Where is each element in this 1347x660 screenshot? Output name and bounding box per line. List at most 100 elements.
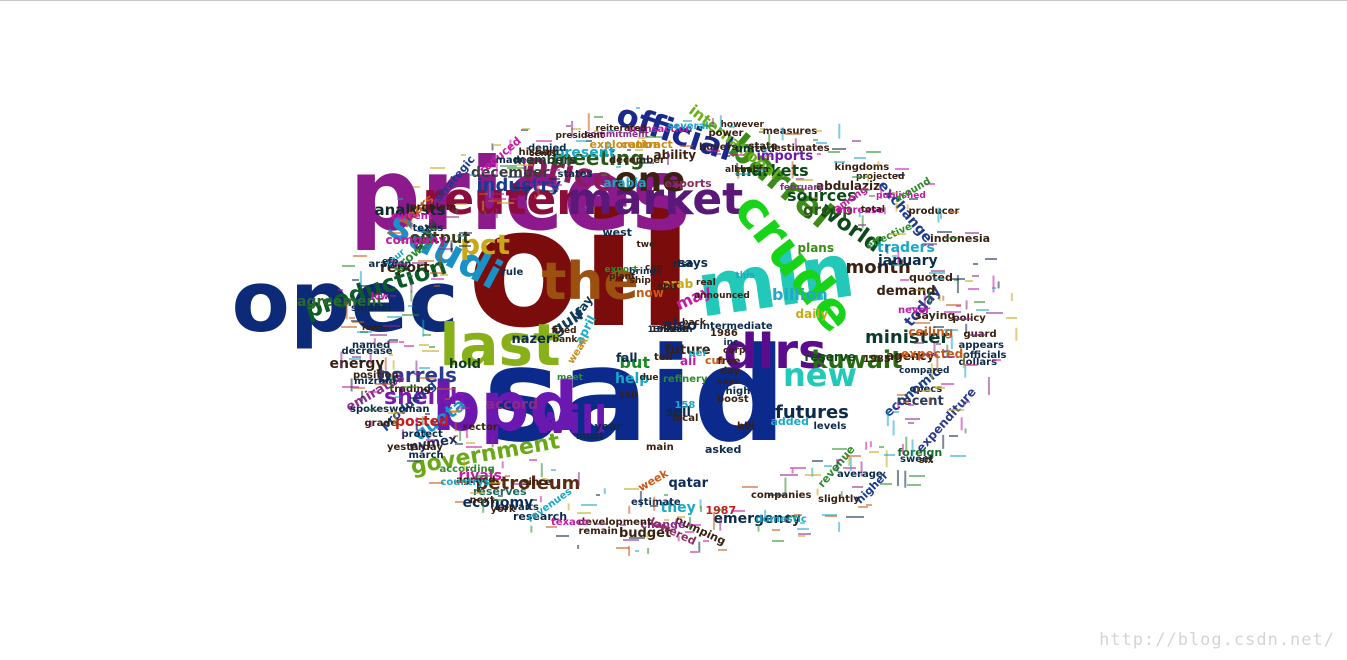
cloud-word: back: [682, 317, 706, 328]
micro-word-mark: [459, 429, 462, 442]
cloud-word: intermediate: [699, 321, 773, 332]
micro-word-mark: [399, 340, 405, 343]
micro-word-mark: [455, 208, 458, 214]
micro-word-mark: [620, 524, 627, 527]
micro-word-mark: [914, 321, 931, 324]
cloud-word: cents: [529, 148, 557, 159]
micro-word-mark: [495, 207, 498, 218]
micro-word-mark: [352, 355, 361, 358]
cloud-word: but: [619, 353, 651, 372]
cloud-word: transaction: [628, 124, 693, 135]
cloud-word: kuwait: [811, 346, 903, 374]
micro-word-mark: [886, 409, 889, 426]
micro-word-mark: [392, 360, 395, 370]
micro-word-mark: [567, 503, 570, 511]
micro-word-mark: [907, 484, 922, 487]
micro-word-mark: [764, 510, 767, 519]
micro-word-mark: [629, 537, 646, 540]
cloud-word: exploration: [589, 137, 661, 151]
micro-word-mark: [827, 150, 841, 153]
micro-word-mark: [934, 326, 944, 329]
micro-word-mark: [413, 372, 421, 375]
cloud-word: market: [567, 174, 744, 225]
cloud-word: december: [471, 165, 550, 181]
micro-word-mark: [642, 158, 649, 161]
cloud-word: current: [391, 211, 433, 222]
micro-word-mark: [889, 233, 907, 236]
micro-word-mark: [986, 311, 1003, 314]
cloud-word: texaco: [551, 517, 589, 528]
cloud-word: exports: [664, 176, 712, 190]
cloud-word: per: [688, 348, 708, 359]
micro-word-mark: [963, 364, 978, 367]
cloud-word: year: [594, 419, 622, 433]
micro-word-mark: [896, 393, 907, 396]
micro-word-mark: [838, 187, 845, 190]
micro-word-mark: [896, 402, 899, 410]
cloud-word: must: [576, 431, 605, 442]
micro-word-mark: [540, 496, 543, 503]
cloud-word: export: [604, 264, 638, 275]
micro-word-mark: [942, 295, 945, 300]
cloud-word: ability: [653, 148, 697, 162]
micro-word-mark: [937, 207, 940, 223]
cloud-word: present: [554, 145, 616, 161]
micro-word-mark: [340, 351, 343, 369]
cloud-word: york: [490, 504, 516, 515]
micro-word-mark: [759, 127, 765, 130]
cloud-word: projected: [856, 171, 905, 182]
cloud-word: indonesia: [930, 231, 991, 245]
micro-word-mark: [367, 408, 378, 411]
cloud-word: 150: [618, 390, 638, 401]
cloud-word: never: [898, 305, 931, 316]
cloud-word: contract: [621, 137, 673, 151]
micro-word-mark: [438, 251, 441, 268]
micro-word-mark: [731, 509, 745, 512]
micro-word-mark: [934, 386, 946, 389]
micro-word-mark: [704, 125, 716, 128]
micro-word-mark: [684, 530, 695, 533]
micro-word-mark: [389, 259, 396, 262]
micro-word-mark: [375, 383, 391, 386]
cloud-word: month: [845, 257, 911, 278]
micro-word-mark: [927, 289, 930, 302]
micro-word-mark: [907, 421, 914, 424]
micro-word-mark: [360, 331, 368, 334]
micro-word-mark: [900, 278, 909, 281]
micro-word-mark: [595, 494, 600, 497]
cloud-word: named: [352, 340, 391, 351]
micro-word-mark: [699, 505, 702, 512]
micro-word-mark: [915, 289, 927, 292]
micro-word-mark: [846, 516, 864, 519]
micro-word-mark: [902, 444, 905, 455]
micro-word-mark: [965, 300, 968, 310]
micro-word-mark: [593, 129, 599, 132]
micro-word-mark: [413, 185, 420, 188]
micro-word-mark: [756, 169, 766, 172]
cloud-word: boost: [717, 394, 749, 405]
micro-word-mark: [794, 514, 802, 517]
micro-word-mark: [767, 494, 785, 497]
micro-word-mark: [349, 317, 356, 320]
cloud-word: problem: [409, 202, 457, 213]
cloud-word: rule: [501, 267, 524, 278]
micro-word-mark: [837, 521, 840, 532]
micro-word-mark: [493, 193, 504, 196]
micro-word-mark: [627, 545, 630, 556]
micro-word-mark: [521, 129, 528, 132]
cloud-word: agency: [886, 349, 935, 363]
cloud-word: free: [717, 356, 741, 367]
micro-word-mark: [834, 160, 846, 163]
micro-word-mark: [849, 456, 852, 471]
micro-word-mark: [768, 134, 771, 151]
micro-word-mark: [925, 182, 936, 185]
cloud-word: petroleum: [475, 473, 581, 494]
micro-word-mark: [923, 292, 926, 309]
cloud-word: position: [353, 370, 399, 381]
micro-word-mark: [813, 196, 819, 199]
micro-word-mark: [666, 150, 669, 165]
micro-word-mark: [523, 157, 526, 171]
micro-word-mark: [905, 436, 908, 452]
cloud-word: published: [876, 190, 926, 201]
micro-word-mark: [718, 518, 721, 531]
